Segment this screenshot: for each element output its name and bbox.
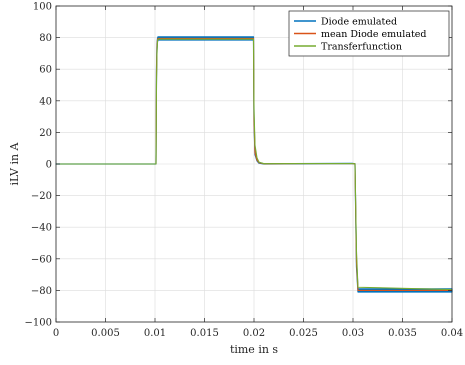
- x-tick-label: 0: [53, 328, 59, 339]
- y-tick-label: 60: [39, 65, 52, 76]
- y-tick-label: −100: [25, 318, 52, 329]
- y-tick-label: 100: [33, 2, 52, 13]
- legend-entry: mean Diode emulated: [321, 29, 427, 40]
- y-tick-label: 20: [39, 128, 52, 139]
- x-tick-label: 0.03: [342, 328, 364, 339]
- x-tick-label: 0.01: [144, 328, 166, 339]
- x-tick-label: 0.04: [441, 328, 463, 339]
- y-tick-label: −40: [31, 223, 52, 234]
- y-tick-labels: −100 −80 −60 −40 −20 0 20 40 60 80 100: [25, 2, 52, 329]
- x-tick-label: 0.005: [91, 328, 120, 339]
- y-tick-label: 40: [39, 96, 52, 107]
- legend: Diode emulated mean Diode emulatedTransfe…: [288, 10, 450, 57]
- x-tick-label: 0.035: [388, 328, 417, 339]
- x-tick-labels: 0 0.005 0.01 0.015 0.02 0.025 0.03 0.035 0.04: [53, 328, 463, 339]
- legend-entry: Diode emulated: [321, 16, 397, 27]
- legend-entry: Transferfunction: [321, 41, 402, 52]
- y-tick-label: 80: [39, 33, 52, 44]
- y-tick-label: 0: [46, 160, 52, 171]
- y-tick-label: −80: [31, 286, 52, 297]
- x-tick-label: 0.015: [190, 328, 219, 339]
- x-axis-label: time in s: [230, 343, 278, 356]
- tick-marks: [55, 5, 453, 323]
- series-line-2: [56, 38, 453, 291]
- y-axis-label: iLV in A: [8, 141, 21, 185]
- y-tick-label: −60: [31, 254, 52, 265]
- y-tick-label: −20: [31, 191, 52, 202]
- x-tick-label: 0.02: [243, 328, 265, 339]
- x-tick-label: 0.025: [289, 328, 318, 339]
